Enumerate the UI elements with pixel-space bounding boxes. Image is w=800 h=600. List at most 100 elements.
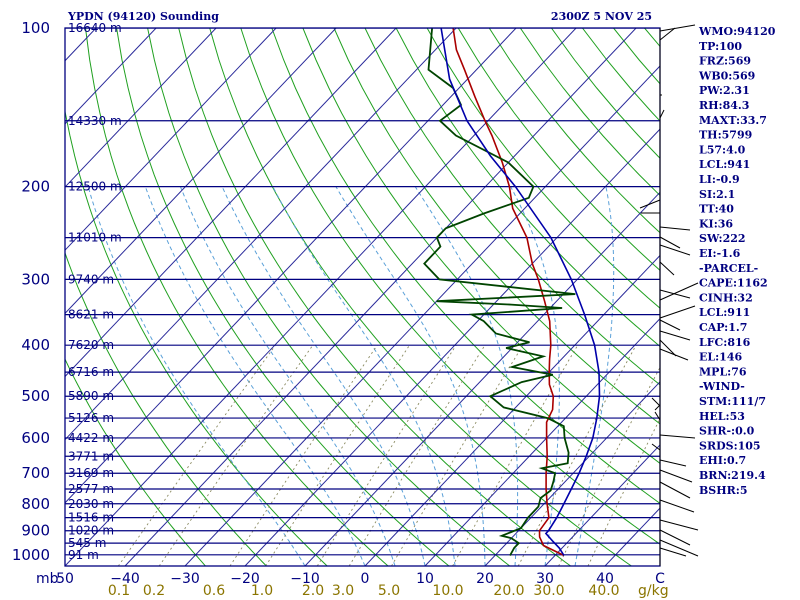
index-entry: WMO:94120 (698, 25, 776, 38)
isotherm (364, 254, 660, 566)
index-entry: WB0:569 (698, 69, 755, 82)
temperature-line (452, 28, 565, 557)
index-entry: PW:2.31 (699, 84, 750, 97)
index-entry: TT:40 (699, 203, 734, 216)
height-label: 8621 m (68, 308, 114, 322)
height-label: 2030 m (68, 497, 114, 511)
temperature-unit-label: C (655, 571, 665, 587)
mixing-ratio-line (316, 344, 457, 566)
temperature-tick-label: −40 (110, 571, 140, 587)
index-entry: MAXT:33.7 (699, 114, 767, 127)
height-label: 5126 m (68, 411, 114, 425)
index-entry: EI:-1.6 (699, 247, 741, 260)
wind-barb (659, 539, 699, 557)
mixing-ratio-label: 5.0 (378, 583, 400, 599)
pressure-tick-label: 200 (21, 178, 50, 196)
temperature-tick-label: 40 (596, 571, 614, 587)
index-entry: SI:2.1 (699, 188, 735, 201)
index-entry: HEL:53 (699, 410, 745, 423)
index-entry: LCL:941 (699, 158, 750, 171)
height-label: 14330 m (68, 114, 122, 128)
mixing-ratio-line (517, 344, 637, 566)
profile-lines (423, 28, 601, 557)
mixing-ratio-line (158, 344, 314, 566)
index-entry: MPL:76 (699, 365, 747, 378)
isotherm (65, 28, 397, 378)
moist-adiabat (179, 186, 396, 566)
wind-barb (659, 319, 681, 331)
wind-barb (659, 459, 687, 467)
index-entry: RH:84.3 (699, 99, 749, 112)
temperature-tick-label: −30 (170, 571, 200, 587)
mixing-ratio-label: 10.0 (432, 583, 463, 599)
dewpoint-line (423, 28, 576, 556)
wind-barb (651, 443, 661, 451)
wind-barb (659, 547, 687, 557)
isotherm (65, 28, 277, 251)
wind-barbs (639, 24, 699, 566)
isotherm (65, 28, 157, 125)
isotherm (65, 28, 577, 566)
temperature-tick-label: −20 (230, 571, 260, 587)
index-entry: BSHR:5 (699, 484, 748, 497)
height-label: 9740 m (68, 272, 114, 286)
mixing-ratio-label: 1.0 (251, 583, 273, 599)
parcel-trace-line (440, 28, 601, 556)
wind-barb (659, 469, 693, 483)
pressure-tick-label: 500 (21, 387, 50, 405)
index-entry: STM:111/7 (699, 395, 766, 408)
dry-adiabat (426, 28, 660, 309)
temperature-tick-label: −10 (290, 571, 320, 587)
moist-adiabat (272, 186, 456, 566)
dry-adiabat (457, 28, 660, 271)
wind-barb (659, 289, 691, 299)
index-entry: CAPE:1162 (699, 277, 768, 290)
mixing-ratio-line (229, 344, 378, 566)
pressure-tick-label: 700 (21, 464, 50, 482)
dry-adiabat (769, 28, 800, 568)
pressure-unit-label: mb (36, 571, 59, 587)
isotherm (65, 28, 337, 315)
pressure-tick-label: 600 (21, 429, 50, 447)
temperature-tick-label: 10 (416, 571, 434, 587)
index-entry: FRZ:569 (699, 55, 751, 68)
wind-barb (659, 339, 677, 357)
isotherm (65, 28, 457, 441)
isotherm (184, 65, 660, 566)
dry-adiabat (488, 28, 660, 234)
isotherm (0, 28, 36, 566)
wind-barb (659, 24, 696, 32)
mixing-ratio-label: 2.0 (302, 583, 324, 599)
isotherm (244, 128, 660, 566)
height-label: 7620 m (68, 338, 114, 352)
moist-adiabat (510, 186, 560, 566)
index-entry: TP:100 (699, 40, 742, 53)
isotherm (424, 317, 660, 566)
dry-adiabat (364, 28, 660, 386)
dry-adiabat (395, 28, 660, 347)
wind-barb (659, 109, 665, 119)
mixing-ratio-label: 0.1 (108, 583, 130, 599)
wind-barb (639, 199, 661, 209)
wind-barb (659, 261, 675, 276)
wind-barb (659, 226, 691, 231)
mixing-ratio-label: 3.0 (332, 583, 354, 599)
height-label: 3771 m (68, 449, 114, 463)
pressure-tick-label: 100 (21, 19, 50, 37)
index-entry: TH:5799 (699, 129, 752, 142)
moist-adiabat (144, 186, 366, 566)
isotherm (544, 444, 660, 566)
isotherm (124, 28, 637, 566)
dry-adiabat (116, 28, 450, 566)
height-label: 4422 m (68, 431, 114, 445)
index-entry: EHI:0.7 (699, 454, 746, 467)
pressure-tick-label: 800 (21, 495, 50, 513)
chart-title: YPDN (94120) Sounding (67, 10, 219, 23)
wind-barb (659, 282, 699, 301)
pressure-tick-label: 900 (21, 522, 50, 540)
moist-adiabat (414, 186, 519, 566)
temperature-tick-label: 30 (536, 571, 554, 587)
